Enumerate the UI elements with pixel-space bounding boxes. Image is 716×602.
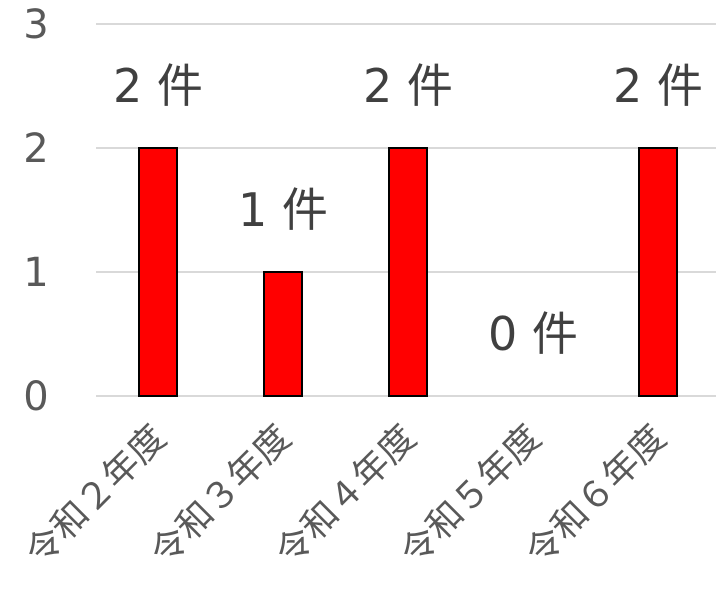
bar-2 xyxy=(263,271,303,397)
data-label: 2 件 xyxy=(613,59,703,113)
data-label: 0 件 xyxy=(488,307,578,361)
bars xyxy=(138,147,678,397)
bar-1 xyxy=(138,147,178,397)
y-axis-ticks: 0 1 2 3 xyxy=(23,2,48,420)
data-label: 2 件 xyxy=(113,59,203,113)
y-tick-label: 2 xyxy=(23,126,48,172)
bar-5 xyxy=(638,147,678,397)
data-labels: 2 件 1 件 2 件 0 件 2 件 xyxy=(113,59,703,361)
y-tick-label: 3 xyxy=(23,2,48,48)
y-tick-label: 0 xyxy=(23,374,48,420)
data-label: 1 件 xyxy=(238,183,328,237)
data-label: 2 件 xyxy=(363,59,453,113)
bar-3 xyxy=(388,147,428,397)
y-tick-label: 1 xyxy=(23,250,48,296)
